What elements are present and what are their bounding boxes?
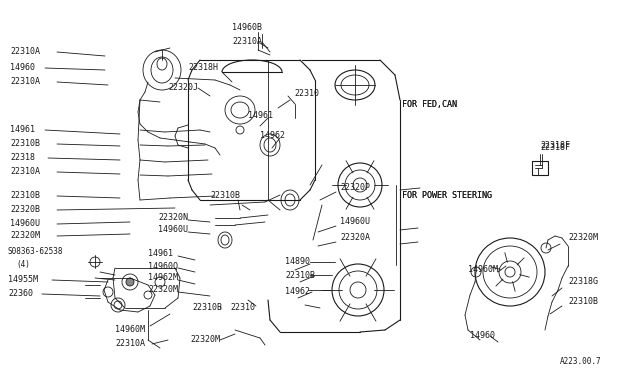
Text: (4): (4) <box>16 260 30 269</box>
Text: 22360: 22360 <box>8 289 33 298</box>
Text: A223.00.7: A223.00.7 <box>560 357 602 366</box>
Text: FOR FED,CAN: FOR FED,CAN <box>402 99 457 109</box>
Text: 22310B: 22310B <box>568 298 598 307</box>
Text: 14961: 14961 <box>248 112 273 121</box>
Text: FOR FED,CAN: FOR FED,CAN <box>402 99 457 109</box>
Text: 14960Q: 14960Q <box>148 262 178 270</box>
Text: 22310B: 22310B <box>10 140 40 148</box>
Text: 22310A: 22310A <box>10 167 40 176</box>
Text: 14961: 14961 <box>148 250 173 259</box>
Text: 22310A: 22310A <box>10 48 40 57</box>
Text: 22310: 22310 <box>294 90 319 99</box>
Text: 22310B: 22310B <box>285 272 315 280</box>
Text: 22310B: 22310B <box>192 304 222 312</box>
Text: 22320J: 22320J <box>168 83 198 93</box>
Text: 22320M: 22320M <box>190 336 220 344</box>
Text: 14962: 14962 <box>285 288 310 296</box>
Text: 14962M: 14962M <box>148 273 178 282</box>
Circle shape <box>126 278 134 286</box>
Text: 14955M: 14955M <box>8 276 38 285</box>
Text: 14960: 14960 <box>470 331 495 340</box>
Text: 22320B: 22320B <box>10 205 40 215</box>
Text: 22318F: 22318F <box>540 141 570 151</box>
Text: 14962: 14962 <box>260 131 285 141</box>
Text: FOR POWER STEERING: FOR POWER STEERING <box>402 192 492 201</box>
Text: 22318G: 22318G <box>568 278 598 286</box>
Text: 22310B: 22310B <box>210 192 240 201</box>
Text: 14890: 14890 <box>285 257 310 266</box>
Text: 14961: 14961 <box>10 125 35 135</box>
Text: 22320M: 22320M <box>148 285 178 295</box>
Text: 22310B: 22310B <box>10 192 40 201</box>
Text: 14960U: 14960U <box>10 219 40 228</box>
Text: 22318: 22318 <box>10 154 35 163</box>
Text: 14960U: 14960U <box>340 218 370 227</box>
Text: 22310: 22310 <box>230 304 255 312</box>
Text: 14960B: 14960B <box>232 23 262 32</box>
Text: 22320M: 22320M <box>10 231 40 241</box>
Text: 14960M: 14960M <box>468 266 498 275</box>
Text: 14960U: 14960U <box>158 225 188 234</box>
Text: 14960M: 14960M <box>115 326 145 334</box>
Text: 22320M: 22320M <box>568 234 598 243</box>
Text: FOR POWER STEERING: FOR POWER STEERING <box>402 192 492 201</box>
Text: 22310A: 22310A <box>232 38 262 46</box>
Text: S08363-62538: S08363-62538 <box>8 247 63 257</box>
Text: 14960: 14960 <box>10 64 35 73</box>
Text: 22318H: 22318H <box>188 64 218 73</box>
Text: 22320A: 22320A <box>340 234 370 243</box>
Text: 22318F: 22318F <box>540 144 570 153</box>
Text: 22320P: 22320P <box>340 183 370 192</box>
Text: 22310A: 22310A <box>115 340 145 349</box>
Text: 22320N: 22320N <box>158 214 188 222</box>
Text: 22310A: 22310A <box>10 77 40 87</box>
